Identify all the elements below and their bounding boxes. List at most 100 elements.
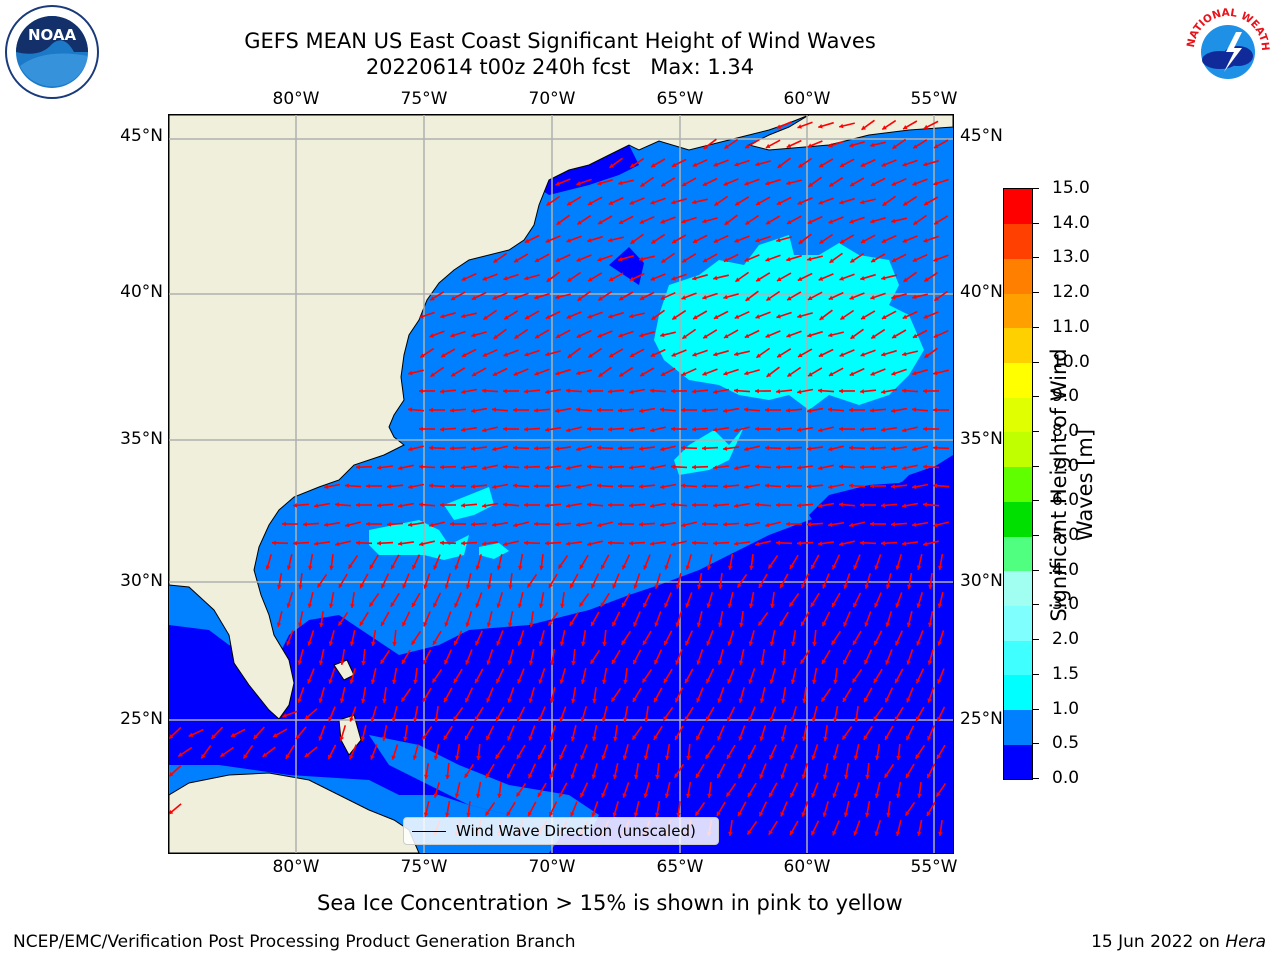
wave-direction-arrowhead	[612, 774, 618, 779]
wave-direction-arrowhead	[781, 660, 786, 665]
wave-direction-arrowhead	[455, 755, 460, 760]
wave-direction-arrowhead	[608, 389, 613, 394]
wave-direction-arrowhead	[451, 296, 456, 301]
wave-direction-arrowhead	[440, 502, 444, 508]
wave-direction-arrowhead	[549, 736, 554, 741]
wave-direction-arrowhead	[818, 541, 823, 546]
wave-direction-arrowhead	[597, 483, 601, 489]
wave-direction-arrowhead	[832, 755, 838, 760]
wave-direction-arrowhead	[864, 697, 869, 703]
wave-direction-arrowhead	[230, 732, 236, 737]
wave-direction-arrowhead	[822, 621, 827, 627]
wave-direction-arrowhead	[601, 717, 607, 722]
wave-direction-arrowhead	[429, 483, 433, 489]
wave-direction-arrowhead	[895, 603, 900, 608]
wave-direction-arrowhead	[906, 660, 911, 665]
wave-direction-arrowhead	[723, 294, 728, 300]
wave-direction-arrowhead	[776, 426, 780, 432]
wave-direction-arrowhead	[664, 793, 670, 798]
wave-direction-arrowhead	[831, 640, 836, 645]
colorbar-tick-mark	[1033, 673, 1039, 675]
wave-direction-arrowhead	[324, 522, 329, 527]
wave-direction-arrowhead	[692, 389, 697, 394]
wave-direction-arrowhead	[755, 314, 760, 319]
wave-direction-arrowhead	[853, 831, 858, 836]
wave-direction-arrowhead	[524, 426, 528, 432]
wave-direction-arrowhead	[828, 484, 833, 490]
wave-direction-arrowhead	[476, 755, 481, 760]
colorbar-tick-label: 6.0	[1052, 490, 1080, 511]
wave-direction-arrowhead	[664, 640, 669, 646]
wave-direction-arrowhead	[798, 163, 803, 168]
wave-direction-arrowhead	[839, 352, 845, 357]
wave-direction-arrowhead	[839, 541, 844, 547]
wave-direction-arrowhead	[559, 792, 564, 798]
wave-direction-arrowhead	[664, 565, 669, 570]
wave-direction-arrowhead	[661, 258, 666, 263]
wave-direction-arrowhead	[832, 717, 838, 722]
wave-direction-arrowhead	[328, 716, 333, 722]
wave-direction-arrowhead	[188, 732, 194, 737]
wave-direction-arrowhead	[598, 296, 603, 301]
wave-direction-arrowhead	[297, 622, 303, 627]
wave-direction-arrowhead	[450, 445, 454, 451]
wave-direction-arrowhead	[570, 812, 575, 817]
wave-direction-arrowhead	[695, 811, 700, 816]
wave-direction-arrowhead	[475, 640, 480, 646]
wave-direction-arrowhead	[702, 295, 707, 300]
wave-direction-arrowhead	[807, 446, 812, 451]
colorbar-segment	[1004, 223, 1032, 259]
wave-direction-arrowhead	[744, 257, 750, 262]
wave-direction-arrowhead	[361, 660, 366, 665]
wave-direction-arrowhead	[528, 660, 534, 665]
wave-direction-arrowhead	[514, 258, 519, 263]
wave-direction-arrowhead	[650, 388, 654, 394]
wave-direction-arrowhead	[486, 660, 491, 665]
wave-direction-arrowhead	[445, 774, 450, 779]
wave-direction-arrowhead	[461, 427, 466, 432]
wave-direction-arrowhead	[738, 660, 744, 665]
colorbar-tick-label: 8.0	[1052, 420, 1080, 441]
wave-direction-arrowhead	[870, 408, 875, 413]
wave-direction-arrowhead	[408, 484, 413, 490]
wave-direction-arrowhead	[853, 565, 858, 570]
wave-direction-arrowhead	[756, 277, 761, 282]
ocean-mid-waves	[369, 735, 599, 835]
wave-direction-arrowhead	[934, 144, 939, 149]
wave-direction-arrowhead	[906, 622, 912, 627]
footer-credit: NCEP/EMC/Verification Post Processing Pr…	[13, 932, 576, 952]
colorbar-segment	[1004, 466, 1032, 502]
wave-direction-arrowhead	[265, 565, 271, 570]
colorbar-title: Significant Height of Wind Waves [m]	[1046, 315, 1098, 655]
land-north-america	[168, 114, 810, 720]
wave-direction-arrowhead	[797, 465, 802, 470]
colorbar-tick-mark	[1033, 396, 1039, 398]
wave-direction-arrowhead	[580, 717, 585, 722]
wave-direction-arrowhead	[360, 736, 366, 741]
wave-direction-arrowhead	[776, 502, 780, 508]
colorbar-tick-mark	[1033, 465, 1039, 467]
wave-direction-arrowhead	[408, 370, 413, 376]
wave-direction-arrowhead	[807, 295, 813, 300]
wave-direction-arrowhead	[339, 698, 345, 703]
wave-direction-arrowhead	[819, 163, 824, 168]
colorbar-segment	[1004, 293, 1032, 329]
wave-direction-arrowhead	[902, 541, 907, 546]
wave-direction-arrowhead	[671, 162, 677, 167]
wave-direction-arrowhead	[828, 332, 833, 338]
legend-line-icon	[412, 830, 446, 832]
wave-direction-arrowhead	[282, 521, 286, 527]
wave-direction-arrowhead	[839, 502, 844, 507]
wave-direction-arrowhead	[828, 522, 833, 527]
wave-direction-arrowhead	[717, 773, 722, 779]
wave-direction-arrowhead	[886, 812, 891, 817]
wave-direction-arrowhead	[759, 698, 765, 703]
wave-direction-arrowhead	[915, 716, 920, 721]
wave-direction-arrowhead	[201, 754, 206, 759]
wave-direction-arrowhead	[528, 773, 533, 779]
lat-tick-left: 35°N	[120, 429, 163, 449]
wave-direction-arrowhead	[777, 277, 782, 282]
wave-direction-arrowhead	[601, 793, 606, 798]
wave-direction-arrowhead	[471, 521, 475, 527]
colorbar-segment	[1004, 189, 1032, 225]
